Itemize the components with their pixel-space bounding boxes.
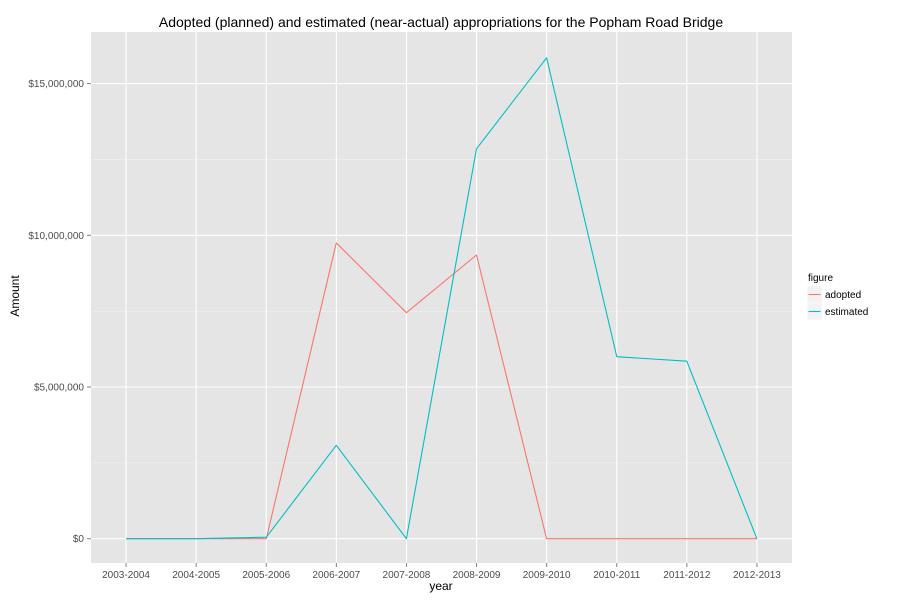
x-tick-label: 2003-2004 bbox=[102, 570, 150, 581]
x-tick-label: 2010-2011 bbox=[593, 570, 641, 581]
major-gridlines bbox=[91, 32, 792, 563]
x-axis-title: year bbox=[429, 579, 452, 593]
series-layer bbox=[126, 57, 758, 540]
y-tick-label: $10,000,000 bbox=[28, 231, 84, 242]
legend: figure adopted estimated bbox=[806, 273, 868, 321]
plot-panel bbox=[91, 32, 792, 563]
y-axis: $0 $5,000,000 $10,000,000 $15,000,000 bbox=[28, 79, 91, 545]
x-tick-label: 2006-2007 bbox=[312, 570, 360, 581]
x-tick-label: 2011-2012 bbox=[663, 570, 711, 581]
legend-items: adopted estimated bbox=[806, 285, 868, 321]
chart-title: Adopted (planned) and estimated (near-ac… bbox=[159, 14, 723, 30]
x-tick-label: 2012-2013 bbox=[733, 570, 781, 581]
x-tick-label: 2008-2009 bbox=[453, 570, 501, 581]
legend-label-adopted: adopted bbox=[825, 290, 861, 301]
y-tick-label: $0 bbox=[73, 534, 85, 545]
series-line-estimated bbox=[126, 57, 758, 540]
y-tick-label: $5,000,000 bbox=[34, 383, 84, 394]
x-tick-label: 2009-2010 bbox=[523, 570, 571, 581]
x-tick-label: 2007-2008 bbox=[383, 570, 431, 581]
y-axis-title: Amount bbox=[8, 275, 22, 317]
legend-title: figure bbox=[808, 273, 833, 284]
minor-gridlines bbox=[91, 159, 792, 464]
x-tick-label: 2005-2006 bbox=[242, 570, 290, 581]
y-tick-label: $15,000,000 bbox=[28, 79, 84, 90]
legend-label-estimated: estimated bbox=[825, 307, 868, 318]
series-line-adopted bbox=[126, 242, 757, 540]
x-tick-label: 2004-2005 bbox=[172, 570, 220, 581]
x-axis: 2003-2004 2004-2005 2005-2006 2006-2007 2007… bbox=[102, 563, 781, 581]
